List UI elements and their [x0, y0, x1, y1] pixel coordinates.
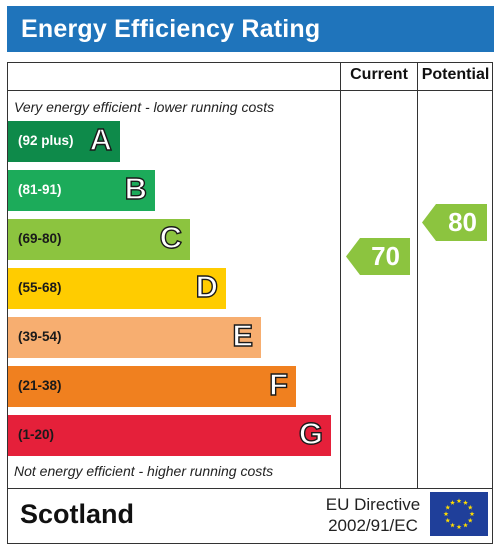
caption-efficient: Very energy efficient - lower running co… [14, 99, 275, 115]
band-letter: G [298, 415, 324, 451]
potential-rating-value: 80 [448, 207, 477, 237]
potential-rating-arrow: 80 [422, 204, 487, 241]
chart-title: Energy Efficiency Rating [21, 15, 321, 43]
footer-divider [7, 488, 493, 489]
band-letter: F [268, 366, 288, 402]
flag-star [456, 498, 462, 504]
rating-frame [7, 62, 493, 544]
band-d: (55-68) D [8, 268, 226, 309]
title-bar: Energy Efficiency Rating [7, 6, 494, 52]
band-range-label: (81-91) [18, 182, 62, 197]
divider-current [340, 62, 341, 488]
flag-star [463, 522, 468, 528]
column-header-current: Current [350, 66, 408, 83]
band-g: (1-20) G [8, 415, 331, 456]
current-rating-arrow: 70 [346, 238, 410, 275]
flag-star [463, 500, 468, 505]
divider-potential [417, 62, 418, 488]
header-divider [7, 90, 493, 91]
band-range-label: (69-80) [18, 231, 62, 246]
band-range-label: (1-20) [18, 427, 55, 442]
band-a: (92 plus) A [8, 121, 120, 162]
flag-star [467, 504, 473, 510]
column-header-potential: Potential [421, 66, 490, 83]
flag-star [443, 511, 449, 517]
caption-inefficient: Not energy efficient - higher running co… [14, 463, 274, 479]
current-rating-value: 70 [371, 241, 400, 271]
band-letter: C [159, 219, 183, 255]
flag-star [445, 504, 451, 510]
flag-star [450, 522, 455, 528]
band-letter: D [195, 268, 219, 304]
flag-star [450, 500, 455, 505]
band-range-label: (39-54) [18, 329, 62, 344]
eu-directive-line2: 2002/91/EC [328, 516, 418, 535]
flag-star [456, 524, 462, 530]
band-e: (39-54) E [8, 317, 261, 358]
band-letter: B [124, 170, 148, 206]
band-range-label: (21-38) [18, 378, 62, 393]
eu-directive-text: EU Directive 2002/91/EC [323, 494, 423, 536]
band-letter: E [232, 317, 254, 353]
band-c: (69-80) C [8, 219, 190, 260]
band-f: (21-38) F [8, 366, 296, 407]
band-range-label: (55-68) [18, 280, 62, 295]
flag-star [469, 511, 475, 517]
flag-star [445, 517, 451, 523]
band-range-label: (92 plus) [18, 133, 74, 148]
eu-flag-icon [430, 492, 488, 536]
flag-star [467, 517, 473, 523]
band-letter: A [89, 121, 113, 157]
eu-directive-line1: EU Directive [325, 495, 421, 514]
band-b: (81-91) B [8, 170, 155, 211]
country-label: Scotland [20, 499, 135, 529]
